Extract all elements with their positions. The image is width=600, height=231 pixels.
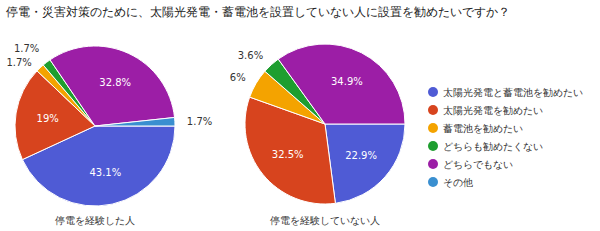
legend-swatch (428, 87, 438, 97)
series-name: 停電を経験した人 (55, 215, 135, 226)
series-name: 停電を経験していない人 (270, 215, 380, 226)
data-label: 34.9% (331, 76, 363, 87)
data-label: 43.1% (89, 167, 121, 178)
legend-item: どちらでもない (428, 159, 513, 170)
slice (325, 124, 405, 203)
data-label: 22.9% (345, 150, 377, 161)
legend-swatch (428, 123, 438, 133)
slice (95, 117, 175, 126)
legend-item: 太陽光発電を勧めたい (428, 105, 543, 116)
legend-swatch (428, 105, 438, 115)
data-label: 32.8% (99, 77, 131, 88)
pie: 43.1% 19% 32.8% 1.7% 1.7% 1.7% (6, 43, 212, 206)
legend-label: その他 (443, 177, 473, 188)
data-label: 3.6% (238, 50, 263, 61)
data-label: 6% (230, 72, 246, 83)
legend-swatch (428, 159, 438, 169)
data-label: 19% (37, 113, 59, 124)
legend: 太陽光発電と蓄電池を勧めたい太陽光発電を勧めたい蓄電池を勧めたいどちらも勧めたく… (428, 87, 583, 188)
chart: 停電・災害対策のために、太陽光発電・蓄電池を設置していない人に設置を勧めたいです… (0, 0, 600, 231)
legend-swatch (428, 177, 438, 187)
legend-label: 蓄電池を勧めたい (443, 123, 523, 134)
legend-item: 蓄電池を勧めたい (428, 123, 523, 134)
legend-label: 太陽光発電を勧めたい (443, 105, 543, 116)
title: 停電・災害対策のために、太陽光発電・蓄電池を設置していない人に設置を勧めたいです… (6, 5, 510, 19)
slices (245, 44, 405, 204)
legend-item: 太陽光発電と蓄電池を勧めたい (428, 87, 583, 98)
legend-swatch (428, 141, 438, 151)
legend-label: どちらでもない (443, 159, 513, 170)
data-label: 1.7% (14, 43, 39, 54)
data-label: 1.7% (6, 57, 31, 68)
data-label: 1.7% (187, 116, 212, 127)
slice (50, 46, 175, 126)
pie: 22.9% 32.5% 34.9% 6% 3.6% (230, 44, 405, 204)
data-label: 32.5% (272, 149, 304, 160)
legend-label: 太陽光発電と蓄電池を勧めたい (443, 87, 583, 98)
slices (15, 46, 175, 206)
slice (278, 44, 405, 124)
legend-item: どちらも勧めたくない (428, 141, 543, 152)
legend-label: どちらも勧めたくない (443, 141, 543, 152)
legend-item: その他 (428, 177, 473, 188)
